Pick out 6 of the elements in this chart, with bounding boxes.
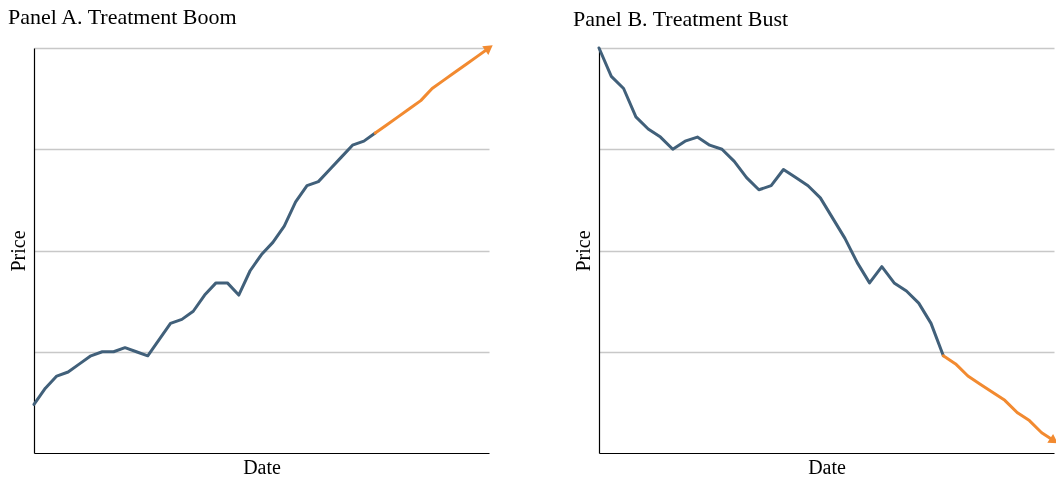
x-axis-title: Date [243, 455, 281, 478]
x-axis-title: Date [808, 455, 846, 478]
y-axis-title: Price [571, 230, 594, 272]
y-axis-title: Price [6, 230, 29, 272]
chart-title: Panel B. Treatment Bust [573, 5, 789, 31]
chart-title: Panel A. Treatment Boom [8, 4, 237, 30]
